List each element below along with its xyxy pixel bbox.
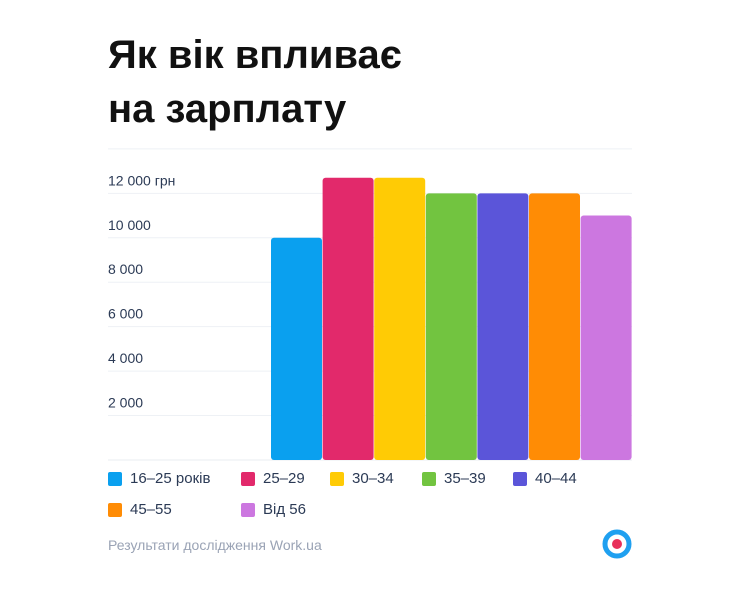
legend-item: 45–55 [108,501,172,518]
legend-label: 40–44 [535,470,577,487]
legend-swatch [513,471,527,486]
title-line-1: Як вік впливає [108,33,402,77]
y-tick-label: 8 000 [108,261,143,277]
chart-title: Як вік впливає на зарплату [108,28,668,136]
source-note: Результати дослідження Work.ua [108,537,322,553]
logo-ring [602,529,632,559]
legend-item: 16–25 років [108,470,210,487]
legend-label: 25–29 [263,470,305,487]
legend-swatch [330,471,344,486]
bar-1 [271,237,322,460]
legend-item: 40–44 [513,470,577,487]
bar-4 [425,193,477,461]
y-axis-ticks: 2 000 4 000 6 000 8 000 10 000 12 000 грн [108,172,175,410]
work-ua-logo-icon [602,529,632,559]
legend-item: 30–34 [330,470,394,487]
legend-label: 16–25 років [130,470,211,487]
title-line-2: на зарплату [108,87,347,131]
legend-item: 35–39 [422,470,486,487]
legend-item: 25–29 [241,470,305,487]
legend-label: 35–39 [444,470,486,487]
logo-dot [612,539,622,549]
y-tick-label: 6 000 [108,306,143,322]
y-tick-label: 4 000 [108,350,143,366]
bar-3 [374,177,426,460]
bars [271,177,632,461]
legend-item: Від 56 [241,501,306,518]
legend-swatch [108,502,122,517]
legend-swatch [241,471,255,486]
legend-swatch [241,502,255,517]
y-tick-label: 10 000 [108,217,151,233]
legend-swatch [108,471,122,486]
legend-label: 45–55 [130,501,172,518]
legend-label: 30–34 [352,470,394,487]
bar-5 [477,193,529,461]
y-tick-label: 12 000 грн [108,172,175,188]
bar-2 [322,177,374,460]
y-tick-label: 2 000 [108,395,143,411]
bar-6 [529,193,580,461]
bar-7 [580,215,632,460]
legend-swatch [422,471,436,486]
legend-label: Від 56 [263,501,306,518]
bar-chart: 2 000 4 000 6 000 8 000 10 000 12 000 грн [108,148,632,461]
